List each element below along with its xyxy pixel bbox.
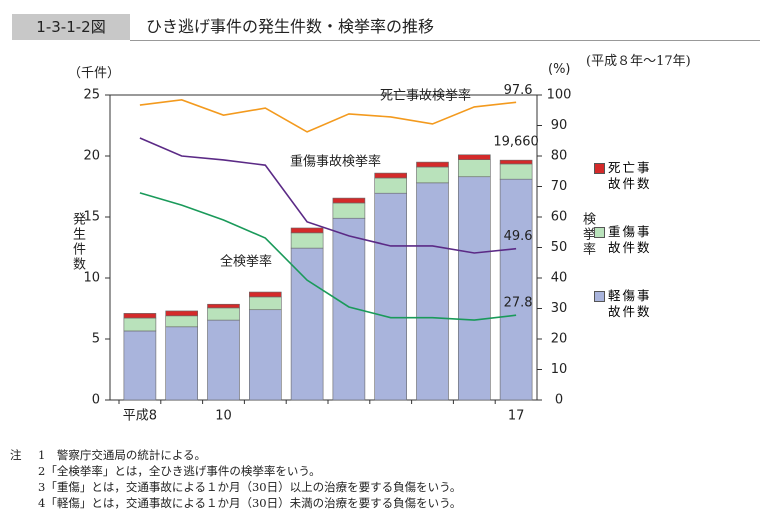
note: 1 警察庁交通局の統計による。 xyxy=(38,448,206,462)
y2-unit: (%) xyxy=(548,62,571,77)
note: 4「軽傷」とは，交通事故による１か月（30日）未満の治療を要する負傷をいう。 xyxy=(38,496,462,510)
bar xyxy=(499,163,533,180)
bar xyxy=(332,197,366,204)
y2-tick-label: 60 xyxy=(551,210,568,225)
y-tick-label: 20 xyxy=(83,149,100,164)
line xyxy=(139,99,517,133)
bar xyxy=(165,310,198,317)
bar xyxy=(165,326,198,401)
note: 2「全検挙率」とは，全ひき逃げ事件の検挙率をいう。 xyxy=(38,464,321,478)
total-label: 19,660 xyxy=(493,135,539,150)
bar xyxy=(123,330,157,401)
bar xyxy=(374,172,408,179)
bar xyxy=(457,176,491,401)
bar xyxy=(457,159,491,178)
y2-tick-label: 90 xyxy=(551,118,568,133)
x-tick-label: 平成8 xyxy=(123,409,157,424)
bar xyxy=(249,291,282,298)
bar xyxy=(416,161,449,168)
line xyxy=(139,192,517,321)
period: (平成８年～17年) xyxy=(586,54,691,69)
bar xyxy=(499,178,533,401)
legend-label: 重傷事故件数 xyxy=(608,224,652,255)
data-label: 49.6 xyxy=(504,229,533,244)
bar xyxy=(374,192,408,401)
line xyxy=(139,137,517,254)
data-label: 27.8 xyxy=(504,296,533,311)
legend-item: 軽傷事故件数 xyxy=(594,288,663,320)
y2-tick-label: 40 xyxy=(551,271,568,286)
y-tick-label: 10 xyxy=(83,271,100,286)
bar xyxy=(207,319,240,401)
bar xyxy=(165,315,198,328)
data-label: 97.6 xyxy=(504,83,533,98)
bar xyxy=(332,202,366,219)
bar xyxy=(123,313,157,319)
y-axis-label: 発生件数 xyxy=(70,212,85,272)
y-unit: （千件） xyxy=(68,66,121,81)
legend-label: 軽傷事故件数 xyxy=(608,288,652,319)
legend-swatch xyxy=(594,163,605,174)
legend-item: 死亡事故件数 xyxy=(594,160,663,192)
line-label: 死亡事故検挙率 xyxy=(380,88,471,104)
legend-label: 死亡事故件数 xyxy=(608,160,652,191)
legend-item: 重傷事故件数 xyxy=(594,224,663,256)
bar xyxy=(290,247,324,401)
y2-tick-label: 10 xyxy=(551,362,568,377)
y2-tick-label: 80 xyxy=(551,149,568,164)
bar xyxy=(249,309,282,401)
x-tick-label: 17 xyxy=(508,409,525,424)
y-tick-label: 0 xyxy=(92,393,100,408)
bar xyxy=(290,232,324,249)
y2-axis-label: 検挙率 xyxy=(580,212,595,257)
y-tick-label: 5 xyxy=(92,332,100,347)
y-tick-label: 25 xyxy=(83,88,100,103)
y2-tick-label: 50 xyxy=(551,240,568,255)
line-label: 重傷事故検挙率 xyxy=(290,154,381,170)
bar xyxy=(374,177,408,194)
bar xyxy=(207,303,240,309)
figure-number: 1-3-1-2図 xyxy=(12,14,130,40)
x-tick-label: 10 xyxy=(215,409,232,424)
bar xyxy=(499,159,533,165)
title: ひき逃げ事件の発生件数・検挙率の推移 xyxy=(146,17,435,36)
notes-head: 注 xyxy=(10,448,22,462)
y2-tick-label: 70 xyxy=(551,179,568,194)
bar xyxy=(416,182,449,401)
y2-tick-label: 0 xyxy=(555,393,563,408)
line-label: 全検挙率 xyxy=(220,254,272,270)
bar xyxy=(207,307,240,321)
note: 3「重傷」とは，交通事故による１か月（30日）以上の治療を要する負傷をいう。 xyxy=(38,480,462,494)
bar xyxy=(457,154,491,160)
bar xyxy=(290,227,324,234)
legend-swatch xyxy=(594,227,605,238)
y2-tick-label: 100 xyxy=(547,88,572,103)
bar xyxy=(416,166,449,184)
y2-tick-label: 30 xyxy=(551,301,568,316)
y-tick-label: 15 xyxy=(83,210,100,225)
bar xyxy=(123,317,157,332)
y2-tick-label: 20 xyxy=(551,332,568,347)
bar xyxy=(249,296,282,311)
chart: 0 5 10 15 20 25 0 10 20 30 40 50 60 70 80 90 100 平成8 10 17 9… xyxy=(83,83,572,424)
legend-swatch xyxy=(594,291,605,302)
